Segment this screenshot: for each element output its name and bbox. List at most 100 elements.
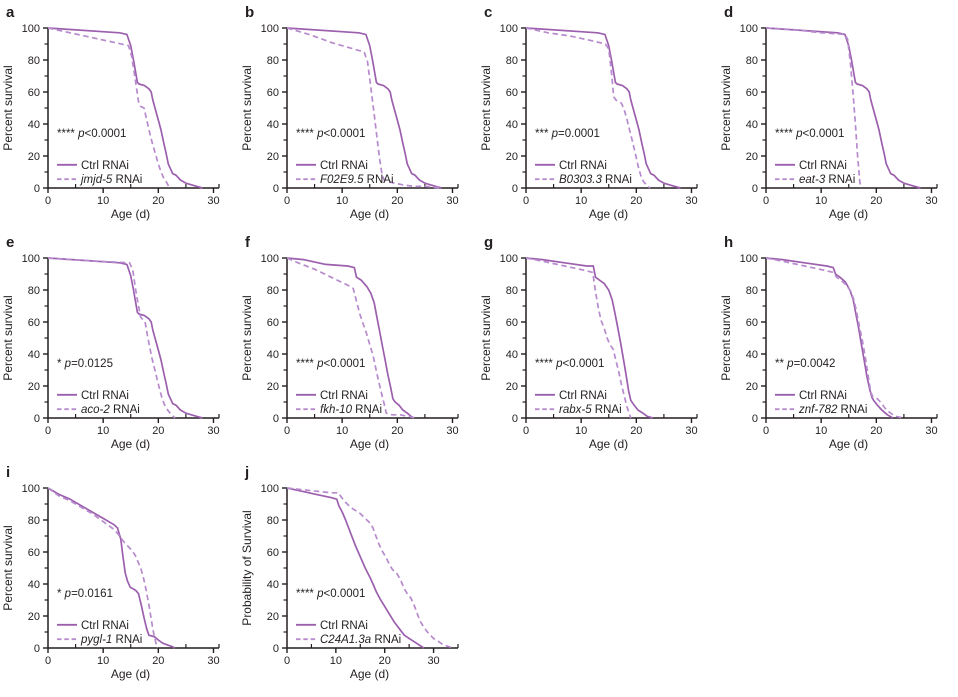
x-tick-label: 10 — [97, 425, 109, 437]
y-tick-label: 20 — [267, 611, 279, 623]
y-tick-label: 80 — [267, 55, 279, 67]
y-tick-label: 0 — [34, 413, 40, 425]
x-tick-label: 20 — [391, 425, 403, 437]
significance-stars: **** — [535, 358, 556, 370]
x-tick-label: 0 — [45, 195, 51, 207]
panel-letter: i — [6, 464, 10, 481]
y-tick-label: 60 — [506, 317, 518, 329]
y-tick-label: 40 — [506, 349, 518, 361]
x-tick-label: 30 — [925, 425, 937, 437]
y-axis-label: Percent survival — [1, 295, 15, 380]
x-tick-label: 30 — [427, 655, 439, 667]
y-tick-label: 0 — [273, 413, 279, 425]
y-tick-label: 0 — [273, 183, 279, 195]
x-axis-label: Age (d) — [111, 667, 150, 681]
legend-label-ctrl: Ctrl RNAi — [320, 390, 368, 402]
x-tick-label: 30 — [446, 195, 458, 207]
y-tick-label: 20 — [746, 151, 758, 163]
x-tick-label: 0 — [523, 425, 529, 437]
y-tick-label: 100 — [261, 253, 279, 265]
significance-text: *** p=0.0001 — [535, 128, 600, 140]
y-axis-label: Percent survival — [719, 65, 733, 150]
panel-i: i 0 20 40 60 80 100 0 10 20 30 Percent survival Age … — [0, 460, 239, 697]
significance-stars: *** — [535, 128, 552, 140]
curve-treatment-rnai — [286, 487, 454, 649]
panel-letter: j — [244, 464, 249, 481]
x-tick-label: 10 — [97, 195, 109, 207]
significance-text: **** p<0.0001 — [296, 128, 365, 140]
y-tick-label: 0 — [512, 183, 518, 195]
curve-treatment-rnai — [525, 257, 632, 419]
y-tick-label: 60 — [746, 87, 758, 99]
y-tick-label: 0 — [512, 413, 518, 425]
significance-text: * p=0.0161 — [57, 588, 113, 600]
panel-letter: b — [245, 4, 254, 21]
x-tick-label: 10 — [815, 425, 827, 437]
significance-text: **** p<0.0001 — [296, 358, 365, 370]
y-axis-label: Percent survival — [479, 65, 493, 150]
survival-plot-i: i 0 20 40 60 80 100 0 10 20 30 Percent survival Age … — [1, 464, 220, 681]
significance-stars: **** — [296, 128, 317, 140]
y-tick-label: 20 — [267, 381, 279, 393]
legend-label-treatment: pygl-1 RNAi — [80, 634, 142, 646]
y-tick-label: 20 — [506, 381, 518, 393]
y-tick-label: 60 — [28, 317, 40, 329]
survival-plot-c: c 0 20 40 60 80 100 0 10 20 30 Percent survival Age … — [479, 4, 698, 221]
panel-letter: f — [245, 234, 251, 251]
significance-text: * p=0.0125 — [57, 358, 113, 370]
curve-ctrl-rnai — [286, 487, 425, 649]
legend: Ctrl RNAi znf-782 RNAi — [775, 390, 867, 416]
x-tick-label: 0 — [45, 655, 51, 667]
y-tick-label: 0 — [752, 413, 758, 425]
panel-b: b 0 20 40 60 80 100 0 10 20 30 Percent survival Age … — [239, 0, 478, 230]
legend-label-treatment: F02E9.5 RNAi — [320, 174, 394, 186]
significance-stars: **** — [57, 128, 78, 140]
panel-letter: c — [484, 4, 492, 21]
legend: Ctrl RNAi F02E9.5 RNAi — [296, 160, 394, 186]
x-tick-label: 10 — [575, 425, 587, 437]
curve-treatment-rnai — [47, 27, 171, 189]
legend-label-treatment: C24A1.3a RNAi — [320, 634, 401, 646]
y-tick-label: 60 — [267, 547, 279, 559]
legend-label-treatment: fkh-10 RNAi — [320, 404, 382, 416]
y-tick-label: 100 — [261, 483, 279, 495]
x-tick-label: 0 — [284, 195, 290, 207]
y-axis-label: Probability of Survival — [240, 510, 254, 625]
significance-stars: ** — [775, 358, 787, 370]
y-tick-label: 80 — [267, 515, 279, 527]
panel-f: f 0 20 40 60 80 100 0 10 20 30 Percent survival Age … — [239, 230, 478, 460]
y-tick-label: 20 — [28, 611, 40, 623]
y-tick-label: 100 — [22, 483, 40, 495]
y-tick-label: 0 — [273, 643, 279, 655]
significance-text: **** p<0.0001 — [535, 358, 604, 370]
y-tick-label: 100 — [740, 23, 758, 35]
significance-stars: **** — [296, 588, 317, 600]
panel-h: h 0 20 40 60 80 100 0 10 20 30 Percent survival Age … — [718, 230, 958, 460]
y-tick-label: 60 — [267, 87, 279, 99]
x-tick-label: 30 — [207, 425, 219, 437]
x-tick-label: 30 — [207, 655, 219, 667]
y-tick-label: 40 — [267, 119, 279, 131]
x-tick-label: 0 — [523, 195, 529, 207]
y-tick-label: 20 — [28, 381, 40, 393]
y-axis-label: Percent survival — [1, 65, 15, 150]
curve-treatment-rnai — [525, 27, 651, 189]
panel-a: a 0 20 40 60 80 100 0 10 20 30 Percent survival Age … — [0, 0, 239, 230]
y-tick-label: 100 — [22, 23, 40, 35]
y-tick-label: 80 — [746, 55, 758, 67]
survival-plot-b: b 0 20 40 60 80 100 0 10 20 30 Percent survival Age … — [240, 4, 459, 221]
legend-label-ctrl: Ctrl RNAi — [559, 160, 607, 172]
y-tick-label: 40 — [746, 349, 758, 361]
x-tick-label: 10 — [575, 195, 587, 207]
significance-stars: **** — [296, 358, 317, 370]
legend: Ctrl RNAi eat-3 RNAi — [775, 160, 855, 186]
panel-letter: h — [724, 234, 733, 251]
legend-label-treatment: aco-2 RNAi — [81, 404, 140, 416]
y-tick-label: 20 — [506, 151, 518, 163]
x-axis-label: Age (d) — [111, 437, 150, 451]
x-tick-label: 10 — [336, 425, 348, 437]
legend: Ctrl RNAi aco-2 RNAi — [57, 390, 140, 416]
y-tick-label: 100 — [500, 253, 518, 265]
x-tick-label: 20 — [152, 655, 164, 667]
y-tick-label: 100 — [500, 23, 518, 35]
